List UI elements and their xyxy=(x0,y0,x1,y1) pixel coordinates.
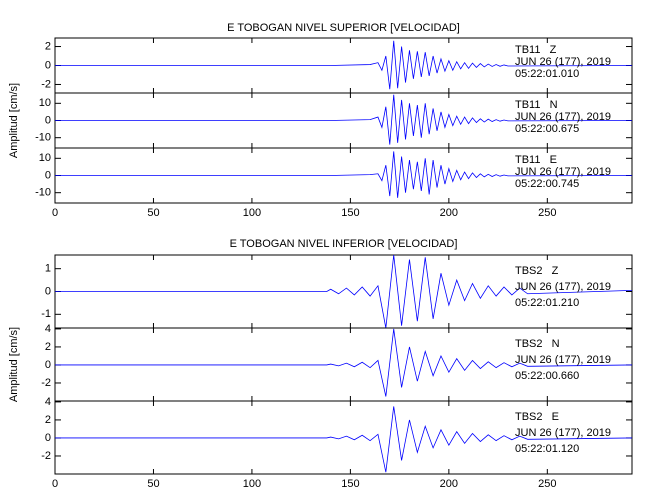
x-tick-label: 50 xyxy=(147,207,159,219)
chart-title: E TOBOGAN NIVEL SUPERIOR [VELOCIDAD] xyxy=(227,22,460,34)
x-tick-label: 50 xyxy=(147,478,159,490)
y-axis-label: Amplitud [cm/s] xyxy=(8,327,20,402)
y-tick-label: 1 xyxy=(45,263,51,275)
date-label: JUN 26 (177), 2019 xyxy=(515,166,611,178)
y-tick-label: 0 xyxy=(45,432,51,444)
waveform xyxy=(55,151,633,198)
waveform xyxy=(55,254,633,329)
x-tick-label: 200 xyxy=(440,478,458,490)
y-tick-label: -2 xyxy=(41,450,51,462)
y-tick-label: 2 xyxy=(45,414,51,426)
y-tick-label: 0 xyxy=(45,359,51,371)
y-tick-label: -2 xyxy=(41,78,51,90)
time-label: 05:22:01.010 xyxy=(515,68,579,80)
waveform xyxy=(55,328,633,397)
x-tick-label: 100 xyxy=(243,478,261,490)
station-label: TB11 E xyxy=(515,154,557,166)
waveform xyxy=(55,406,633,473)
date-label: JUN 26 (177), 2019 xyxy=(515,354,611,366)
time-label: 05:22:00.745 xyxy=(515,178,579,190)
time-label: 05:22:01.210 xyxy=(515,297,579,309)
y-tick-label: 0 xyxy=(45,285,51,297)
station-label: TB11 Z xyxy=(515,44,557,56)
x-tick-label: 150 xyxy=(341,478,359,490)
x-tick-label: 200 xyxy=(440,207,458,219)
y-axis-label: Amplitud [cm/s] xyxy=(8,83,20,158)
waveform xyxy=(55,40,633,90)
y-tick-label: -1 xyxy=(41,308,51,320)
date-label: JUN 26 (177), 2019 xyxy=(515,427,611,439)
waveform xyxy=(55,94,633,145)
station-label: TBS2 Z xyxy=(515,265,559,277)
y-tick-label: 0 xyxy=(45,59,51,71)
date-label: JUN 26 (177), 2019 xyxy=(515,281,611,293)
x-tick-label: 250 xyxy=(538,207,556,219)
y-tick-label: 2 xyxy=(45,341,51,353)
time-label: 05:22:01.120 xyxy=(515,443,579,455)
station-label: TB11 N xyxy=(515,99,558,111)
time-label: 05:22:00.660 xyxy=(515,370,579,382)
y-tick-label: -10 xyxy=(35,132,51,144)
station-label: TBS2 N xyxy=(515,338,560,350)
chart-title: E TOBOGAN NIVEL INFERIOR [VELOCIDAD] xyxy=(230,238,458,250)
date-label: JUN 26 (177), 2019 xyxy=(515,56,611,68)
station-label: TBS2 E xyxy=(515,411,559,423)
y-tick-label: 4 xyxy=(45,323,51,335)
date-label: JUN 26 (177), 2019 xyxy=(515,111,611,123)
x-tick-label: 100 xyxy=(243,207,261,219)
y-tick-label: 2 xyxy=(45,40,51,52)
x-tick-label: 150 xyxy=(341,207,359,219)
time-label: 05:22:00.675 xyxy=(515,123,579,135)
y-tick-label: 10 xyxy=(39,97,51,109)
y-tick-label: -2 xyxy=(41,377,51,389)
y-tick-label: -10 xyxy=(35,187,51,199)
y-tick-label: 4 xyxy=(45,396,51,408)
x-tick-label: 250 xyxy=(538,478,556,490)
x-tick-label: 0 xyxy=(52,207,58,219)
x-tick-label: 0 xyxy=(52,478,58,490)
y-tick-label: 0 xyxy=(45,114,51,126)
y-tick-label: 10 xyxy=(39,152,51,164)
y-tick-label: 0 xyxy=(45,169,51,181)
